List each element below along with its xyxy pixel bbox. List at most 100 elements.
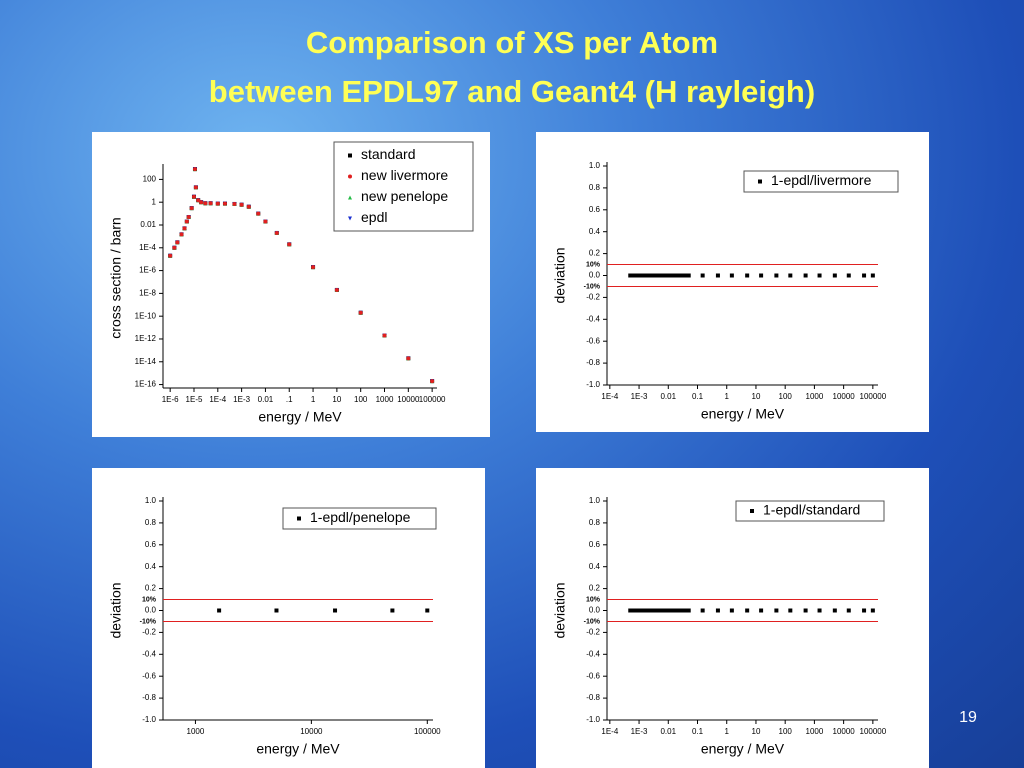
point	[846, 608, 851, 613]
x-tick-label: 100	[354, 395, 368, 404]
y-tick-label: 0.8	[589, 183, 601, 192]
legend-marker	[348, 174, 352, 179]
point	[870, 273, 875, 278]
y-tick-label: 1.0	[589, 161, 601, 170]
x-tick-label: 1000	[376, 395, 394, 404]
point	[680, 273, 685, 278]
point	[803, 273, 808, 278]
x-tick-label: 100	[779, 727, 793, 736]
point	[663, 273, 668, 278]
x-tick-label: 1E-3	[631, 727, 648, 736]
point	[199, 200, 204, 205]
point	[686, 273, 691, 278]
legend-box	[333, 141, 474, 232]
point	[862, 273, 867, 278]
point	[677, 608, 682, 613]
x-tick-label: 0.01	[660, 392, 676, 401]
x-tick-label: 10	[752, 727, 761, 736]
point	[666, 608, 671, 613]
point	[246, 204, 251, 209]
y-tick-label: -0.6	[586, 336, 600, 345]
y-tick-label: 100	[143, 175, 157, 184]
y-tick-label: -1.0	[586, 380, 600, 389]
point	[788, 608, 793, 613]
point	[634, 273, 639, 278]
y-tick-label: 1E-14	[135, 357, 157, 366]
point	[675, 608, 680, 613]
point	[203, 201, 208, 206]
x-tick-label: 1E-4	[209, 395, 226, 404]
y-tick-label: -0.8	[586, 693, 600, 702]
y-tick-label: -0.6	[586, 671, 600, 680]
point	[175, 240, 180, 245]
y-tick-label: -0.4	[142, 649, 156, 658]
y-tick-label: 1E-4	[139, 243, 156, 252]
y-tick-label: -0.4	[586, 649, 600, 658]
point	[659, 608, 664, 613]
chart-panel: -1.0 -0.8 -0.6 -0.4 -0.2 0.0 0.2 0.4 0.6 0.8 1.0 1E…	[536, 468, 929, 768]
point	[700, 273, 705, 278]
chart-panel: -1.0 -0.8 -0.6 -0.4 -0.2 0.0 0.2 0.4 0.6 0.8 1.0 1E…	[536, 132, 929, 432]
point	[862, 608, 867, 613]
point	[640, 608, 645, 613]
x-axis-label: energy / MeV	[701, 406, 785, 422]
point	[217, 608, 222, 613]
x-tick-label: 10000	[833, 727, 856, 736]
x-tick-label: 10	[332, 395, 341, 404]
y-tick-label: 0.8	[145, 518, 157, 527]
point	[683, 608, 688, 613]
x-tick-label: 100000	[860, 727, 887, 736]
point	[651, 608, 656, 613]
y-tick-label: 0.01	[140, 220, 156, 229]
x-tick-label: 1E-4	[601, 727, 618, 736]
point	[643, 273, 648, 278]
x-tick-label: 1	[725, 392, 730, 401]
y-axis-label: cross section / barn	[108, 217, 124, 338]
threshold-label: -10%	[140, 618, 157, 625]
point	[669, 273, 674, 278]
x-tick-label: 10000	[397, 395, 420, 404]
point	[333, 608, 338, 613]
legend-marker	[750, 509, 754, 513]
point	[774, 273, 779, 278]
y-tick-label: 0.4	[589, 562, 601, 571]
point	[287, 242, 292, 247]
y-tick-label: 0.6	[145, 540, 157, 549]
point	[715, 608, 720, 613]
y-tick-label: -0.4	[586, 314, 600, 323]
point	[672, 273, 677, 278]
point	[634, 608, 639, 613]
chart-panel: 100 1 0.01 1E-4 1E-6 1E-8 1E-10 1E-12 1E-14 1E-16…	[92, 132, 490, 437]
point	[672, 608, 677, 613]
point	[630, 608, 635, 613]
point	[191, 194, 196, 199]
y-tick-label: -0.8	[586, 358, 600, 367]
y-tick-label: -0.8	[142, 693, 156, 702]
point	[677, 273, 682, 278]
x-tick-label: 0.01	[660, 727, 676, 736]
x-tick-label: 10000	[833, 392, 856, 401]
x-tick-label: 10000	[300, 727, 323, 736]
point	[208, 201, 213, 206]
legend-label: 1-epdl/penelope	[310, 509, 411, 525]
slide-title: between EPDL97 and Geant4 (H rayleigh)	[209, 74, 815, 109]
legend-label: new livermore	[361, 167, 448, 183]
point	[846, 273, 851, 278]
y-tick-label: 0.8	[589, 518, 601, 527]
slide-title: Comparison of XS per Atom	[306, 25, 718, 60]
point	[430, 379, 435, 384]
point	[729, 608, 734, 613]
legend-label: 1-epdl/standard	[763, 502, 860, 518]
y-tick-label: 1.0	[145, 496, 157, 505]
point	[651, 273, 656, 278]
legend-label: 1-epdl/livermore	[771, 172, 872, 188]
legend-label: standard	[361, 146, 415, 162]
point	[832, 608, 837, 613]
point	[745, 608, 750, 613]
legend-marker	[348, 153, 352, 158]
x-tick-label: .1	[286, 395, 293, 404]
point	[184, 219, 189, 224]
point	[222, 201, 227, 206]
point	[700, 608, 705, 613]
